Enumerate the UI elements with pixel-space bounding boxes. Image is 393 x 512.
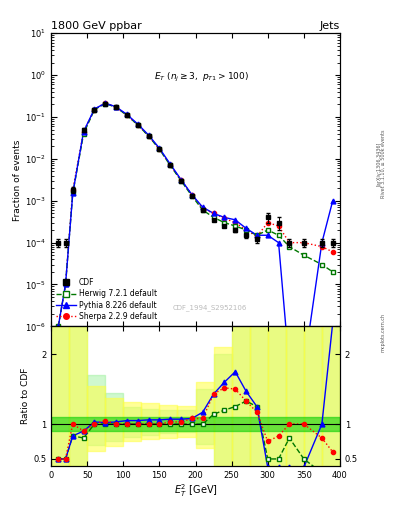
- Line: Sherpa 2.2.9 default: Sherpa 2.2.9 default: [56, 100, 335, 328]
- Herwig 7.2.1 default: [301, 252, 306, 258]
- Pythia 8.226 default: [168, 161, 173, 167]
- Pythia 8.226 default: [114, 104, 118, 110]
- Pythia 8.226 default: [179, 177, 184, 183]
- Sherpa 2.2.9 default: [136, 122, 140, 128]
- Text: Jets: Jets: [320, 21, 340, 31]
- Pythia 8.226 default: [146, 132, 151, 138]
- Sherpa 2.2.9 default: [244, 227, 248, 233]
- Herwig 7.2.1 default: [331, 269, 335, 275]
- Herwig 7.2.1 default: [189, 193, 194, 199]
- Legend: CDF, Herwig 7.2.1 default, Pythia 8.226 default, Sherpa 2.2.9 default: CDF, Herwig 7.2.1 default, Pythia 8.226 …: [55, 276, 158, 323]
- Herwig 7.2.1 default: [179, 178, 184, 184]
- Line: Herwig 7.2.1 default: Herwig 7.2.1 default: [56, 101, 335, 329]
- Pythia 8.226 default: [255, 232, 259, 238]
- Herwig 7.2.1 default: [211, 215, 216, 221]
- Sherpa 2.2.9 default: [211, 210, 216, 217]
- Sherpa 2.2.9 default: [81, 129, 86, 135]
- Pythia 8.226 default: [56, 323, 61, 329]
- Pythia 8.226 default: [222, 215, 227, 221]
- Sherpa 2.2.9 default: [287, 240, 292, 246]
- Pythia 8.226 default: [125, 112, 129, 118]
- Herwig 7.2.1 default: [200, 207, 205, 213]
- Bar: [51, 417, 340, 431]
- Pythia 8.226 default: [287, 365, 292, 371]
- Pythia 8.226 default: [301, 365, 306, 371]
- Text: 1800 GeV ppbar: 1800 GeV ppbar: [51, 21, 142, 31]
- Sherpa 2.2.9 default: [157, 146, 162, 152]
- Sherpa 2.2.9 default: [146, 133, 151, 139]
- Line: Pythia 8.226 default: Pythia 8.226 default: [56, 101, 335, 371]
- Pythia 8.226 default: [92, 106, 97, 112]
- Pythia 8.226 default: [265, 232, 270, 238]
- Herwig 7.2.1 default: [70, 190, 75, 197]
- Sherpa 2.2.9 default: [265, 220, 270, 226]
- Herwig 7.2.1 default: [146, 133, 151, 139]
- Herwig 7.2.1 default: [63, 282, 68, 288]
- X-axis label: $E_T^2$ [GeV]: $E_T^2$ [GeV]: [174, 482, 217, 499]
- Sherpa 2.2.9 default: [222, 215, 227, 221]
- Herwig 7.2.1 default: [125, 112, 129, 118]
- Sherpa 2.2.9 default: [114, 104, 118, 111]
- Pythia 8.226 default: [189, 191, 194, 198]
- Herwig 7.2.1 default: [265, 227, 270, 233]
- Pythia 8.226 default: [63, 282, 68, 288]
- Herwig 7.2.1 default: [114, 104, 118, 111]
- Herwig 7.2.1 default: [287, 244, 292, 250]
- Text: [arXiv:1306.3436]: [arXiv:1306.3436]: [376, 142, 380, 186]
- Herwig 7.2.1 default: [92, 106, 97, 113]
- Sherpa 2.2.9 default: [92, 106, 97, 113]
- Herwig 7.2.1 default: [255, 232, 259, 238]
- Sherpa 2.2.9 default: [301, 240, 306, 246]
- Herwig 7.2.1 default: [136, 122, 140, 128]
- Pythia 8.226 default: [157, 145, 162, 151]
- Herwig 7.2.1 default: [157, 146, 162, 152]
- Sherpa 2.2.9 default: [103, 100, 108, 106]
- Sherpa 2.2.9 default: [189, 191, 194, 198]
- Sherpa 2.2.9 default: [56, 323, 61, 329]
- Herwig 7.2.1 default: [103, 100, 108, 106]
- Herwig 7.2.1 default: [222, 220, 227, 226]
- Herwig 7.2.1 default: [320, 262, 324, 268]
- Sherpa 2.2.9 default: [200, 205, 205, 211]
- Herwig 7.2.1 default: [81, 131, 86, 137]
- Text: mcplots.cern.ch: mcplots.cern.ch: [381, 313, 386, 352]
- Sherpa 2.2.9 default: [63, 282, 68, 288]
- Text: $E_T$ ($n_j \geq 3,\ p_{T1}>100$): $E_T$ ($n_j \geq 3,\ p_{T1}>100$): [154, 71, 249, 84]
- Sherpa 2.2.9 default: [125, 112, 129, 118]
- Text: Rivet 3.1.10, ≥ 500k events: Rivet 3.1.10, ≥ 500k events: [381, 130, 386, 198]
- Pythia 8.226 default: [136, 121, 140, 127]
- Text: CDF_1994_S2952106: CDF_1994_S2952106: [173, 304, 247, 310]
- Pythia 8.226 default: [103, 100, 108, 106]
- Y-axis label: Fraction of events: Fraction of events: [13, 139, 22, 221]
- Pythia 8.226 default: [233, 217, 238, 223]
- Sherpa 2.2.9 default: [168, 162, 173, 168]
- Herwig 7.2.1 default: [233, 223, 238, 229]
- Sherpa 2.2.9 default: [233, 220, 238, 226]
- Pythia 8.226 default: [211, 210, 216, 217]
- Herwig 7.2.1 default: [244, 227, 248, 233]
- Herwig 7.2.1 default: [56, 323, 61, 329]
- Pythia 8.226 default: [331, 198, 335, 204]
- Pythia 8.226 default: [320, 240, 324, 246]
- Herwig 7.2.1 default: [168, 162, 173, 168]
- Pythia 8.226 default: [81, 129, 86, 135]
- Y-axis label: Ratio to CDF: Ratio to CDF: [21, 368, 30, 424]
- Pythia 8.226 default: [70, 190, 75, 197]
- Sherpa 2.2.9 default: [320, 244, 324, 250]
- Pythia 8.226 default: [244, 225, 248, 231]
- Sherpa 2.2.9 default: [179, 177, 184, 183]
- Pythia 8.226 default: [200, 204, 205, 210]
- Sherpa 2.2.9 default: [255, 233, 259, 240]
- Sherpa 2.2.9 default: [276, 223, 281, 229]
- Pythia 8.226 default: [276, 240, 281, 246]
- Herwig 7.2.1 default: [276, 232, 281, 238]
- Sherpa 2.2.9 default: [70, 187, 75, 193]
- Sherpa 2.2.9 default: [331, 249, 335, 255]
